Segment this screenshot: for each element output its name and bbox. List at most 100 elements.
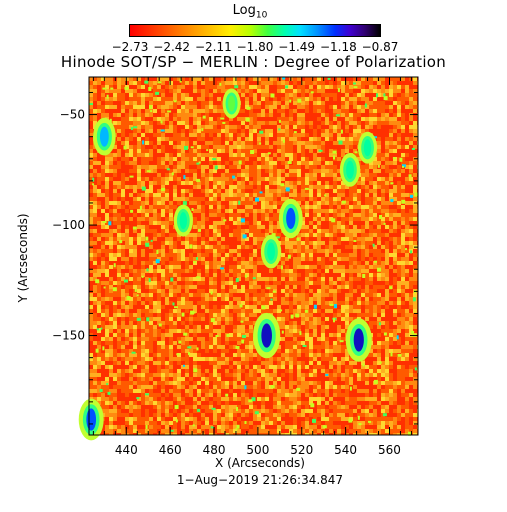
heatmap-cell [265, 129, 269, 133]
heatmap-cell [381, 221, 385, 225]
heatmap-cell [357, 133, 361, 137]
heatmap-cell [273, 157, 277, 161]
heatmap-cell [261, 269, 265, 273]
heatmap-cell [125, 277, 129, 281]
heatmap-cell [249, 213, 253, 217]
heatmap-cell [309, 233, 313, 237]
heatmap-cell [237, 249, 241, 253]
heatmap-cell [329, 265, 333, 269]
heatmap-cell [377, 301, 381, 305]
heatmap-cell [369, 177, 373, 181]
heatmap-cell [173, 133, 177, 137]
heatmap-cell [89, 145, 93, 149]
heatmap-cell [341, 121, 345, 125]
heatmap-cell [241, 201, 245, 205]
heatmap-cell [129, 281, 133, 285]
heatmap-cell [205, 313, 209, 317]
heatmap-cell [337, 189, 341, 193]
heatmap-cell [281, 245, 285, 249]
heatmap-cell [269, 305, 273, 309]
heatmap-cell [361, 209, 365, 213]
heatmap-cell [165, 121, 169, 125]
heatmap-cell [169, 265, 173, 269]
heatmap-cell [241, 293, 245, 297]
heatmap-cell [205, 101, 209, 105]
heatmap-cell [105, 237, 109, 241]
heatmap-cell [109, 213, 113, 217]
heatmap-cell [257, 273, 261, 277]
heatmap-cell [293, 185, 297, 189]
heatmap-cell [153, 249, 157, 253]
heatmap-cell [121, 305, 125, 309]
heatmap-cell [257, 193, 261, 197]
heatmap-cell [157, 289, 161, 293]
heatmap-cell [181, 197, 185, 201]
heatmap-cell [257, 169, 261, 173]
heatmap-cell [133, 137, 137, 141]
heatmap-cell [321, 93, 325, 97]
heatmap-cell [345, 97, 349, 101]
heatmap-cell [221, 157, 225, 161]
heatmap-cell [213, 209, 217, 213]
heatmap-cell [217, 169, 221, 173]
heatmap-cell [305, 305, 309, 309]
heatmap-cell [197, 149, 201, 153]
heatmap-cell [209, 181, 213, 185]
heatmap-cell [109, 181, 113, 185]
heatmap-cell [393, 141, 397, 145]
heatmap-cell [181, 93, 185, 97]
heatmap-cell [261, 233, 265, 237]
heatmap-cell [381, 121, 385, 125]
heatmap-cell [389, 305, 393, 309]
heatmap-cell [165, 253, 169, 257]
heatmap-cell [129, 177, 133, 181]
heatmap-cell [201, 281, 205, 285]
heatmap-cell [393, 189, 397, 193]
heatmap-cell [381, 133, 385, 137]
heatmap-cell [189, 233, 193, 237]
heatmap-cell [413, 273, 417, 277]
heatmap-cell [253, 129, 257, 133]
heatmap-cell [97, 89, 101, 93]
heatmap-cell [369, 229, 373, 233]
heatmap-cell [241, 257, 245, 261]
heatmap-cell [385, 197, 389, 201]
heatmap-cell [209, 137, 213, 141]
heatmap-cell [365, 197, 369, 201]
heatmap-cell [149, 285, 153, 289]
heatmap-cell [353, 245, 357, 249]
heatmap-cell [301, 213, 305, 217]
heatmap-cell [265, 133, 269, 137]
heatmap-cell [101, 245, 105, 249]
heatmap-cell [157, 225, 161, 229]
heatmap-cell [385, 89, 389, 93]
heatmap-cell [373, 297, 377, 301]
heatmap-cell [325, 177, 329, 181]
heatmap-cell [261, 221, 265, 225]
heatmap-cell [393, 233, 397, 237]
heatmap-cell [325, 197, 329, 201]
heatmap-cell [237, 297, 241, 301]
heatmap-cell [345, 185, 349, 189]
heatmap-cell [121, 269, 125, 273]
heatmap-cell [197, 105, 201, 109]
heatmap-cell [357, 77, 361, 81]
heatmap-cell [269, 193, 273, 197]
heatmap-cell [109, 309, 113, 313]
heatmap-cell [129, 97, 133, 101]
heatmap-cell [405, 129, 409, 133]
heatmap-cell [165, 261, 169, 265]
heatmap-cell [373, 113, 377, 117]
heatmap-cell [309, 125, 313, 129]
heatmap-cell [345, 285, 349, 289]
heatmap-cell [321, 77, 325, 81]
heatmap-cell [301, 133, 305, 137]
heatmap-cell [209, 157, 213, 161]
heatmap-cell [341, 289, 345, 293]
heatmap-cell [249, 233, 253, 237]
heatmap-cell [365, 261, 369, 265]
heatmap-cell [117, 141, 121, 145]
heatmap-cell [125, 285, 129, 289]
heatmap-cell [89, 237, 93, 241]
heatmap-cell [169, 125, 173, 129]
